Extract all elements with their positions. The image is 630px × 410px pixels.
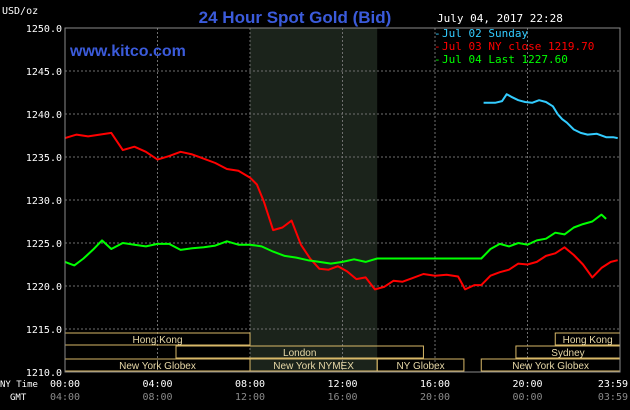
price-series [64, 93, 618, 291]
x-row-label-gmt: GMT [10, 393, 27, 403]
y-tick-label: 1245.0 [26, 67, 62, 78]
y-tick-label: 1225.0 [26, 239, 62, 250]
legend-dash-jul02: - [434, 27, 441, 40]
y-tick-label: 1215.0 [26, 325, 62, 336]
y-tick-label: 1250.0 [26, 24, 62, 35]
series-line-2 [64, 213, 607, 267]
session-label: NY Globex [396, 361, 444, 372]
x-tick-label-gmt: 00:00 [512, 392, 542, 403]
y-tick-label: 1220.0 [26, 282, 62, 293]
x-tick-label-ny: 00:00 [50, 379, 80, 390]
legend: Jul 02 Sunday Jul 03 NY close 1219.70 Ju… [442, 27, 594, 66]
legend-item-jul04: Jul 04 Last 1227.60 [442, 53, 568, 66]
x-tick-label-gmt: 20:00 [420, 392, 450, 403]
session-label: New York NYMEX [273, 361, 354, 372]
session-label: Hong Kong [563, 335, 613, 346]
y-tick-label: 1210.0 [26, 368, 62, 379]
y-axis-unit: USD/oz [2, 6, 38, 17]
x-row-label-ny: NY Time [0, 380, 38, 390]
legend-item-jul02: Jul 02 Sunday [442, 27, 528, 40]
x-tick-label-ny: 16:00 [420, 379, 450, 390]
plot-frame [64, 27, 621, 373]
x-tick-label-gmt: 04:00 [50, 392, 80, 403]
x-tick-label-ny: 08:00 [235, 379, 265, 390]
x-tick-label-ny: 12:00 [327, 379, 357, 390]
session-box [376, 358, 465, 372]
series-line-1 [64, 131, 618, 291]
legend-dash-jul04: - [434, 53, 441, 66]
x-tick-label-gmt: 03:59 [598, 392, 628, 403]
x-tick-label-ny: 23:59 [598, 379, 628, 390]
series-line-0 [483, 93, 618, 140]
x-tick-label-gmt: 08:00 [142, 392, 172, 403]
session-label: Sydney [551, 348, 584, 359]
legend-item-jul03: Jul 03 NY close 1219.70 [442, 40, 594, 53]
session-box [175, 345, 424, 359]
session-label: New York Globex [119, 361, 196, 372]
y-tick-label: 1240.0 [26, 110, 62, 121]
timestamp: July 04, 2017 22:28 [437, 12, 563, 25]
session-label: New York Globex [512, 361, 589, 372]
x-tick-label-gmt: 12:00 [235, 392, 265, 403]
x-tick-label-gmt: 16:00 [327, 392, 357, 403]
session-label: London [283, 348, 316, 359]
y-tick-label: 1230.0 [26, 196, 62, 207]
axes: 1250.0 1245.0 1240.0 1235.0 1230.0 1225.0 1220… [26, 24, 628, 403]
x-tick-label-ny: 04:00 [142, 379, 172, 390]
legend-dash-jul03: - [434, 40, 441, 53]
chart-title: 24 Hour Spot Gold (Bid) [199, 8, 392, 27]
y-tick-label: 1235.0 [26, 153, 62, 164]
website-label: www.kitco.com [69, 43, 186, 60]
x-tick-label-ny: 20:00 [512, 379, 542, 390]
session-label: Hong Kong [132, 335, 182, 346]
